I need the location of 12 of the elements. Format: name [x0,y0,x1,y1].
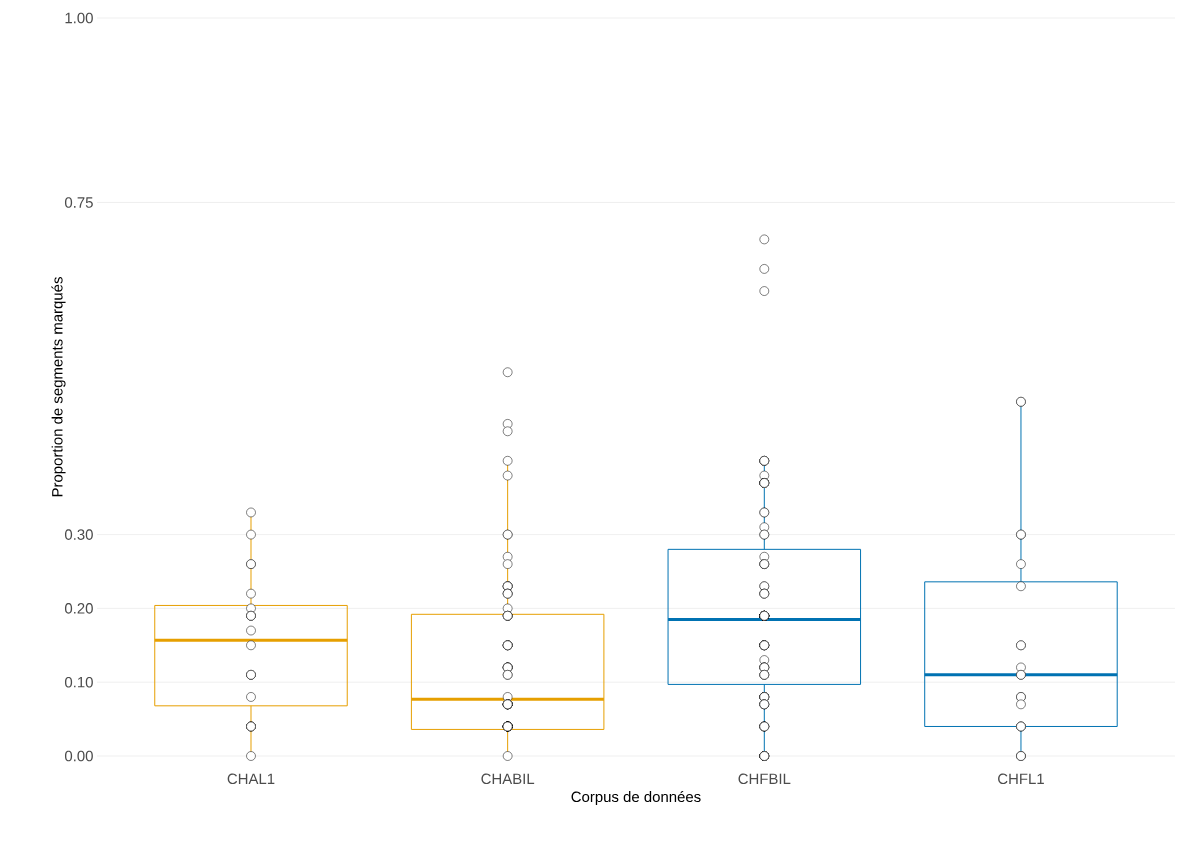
y-tick-label: 0.00 [64,750,93,762]
y-tick-label: 0.20 [64,603,93,614]
y-tick-label: 1.00 [65,12,93,24]
x-tick-label: CHFL1 [998,773,1044,785]
y-tick-label: 0.75 [64,197,93,208]
y-tick-label: 0.30 [64,529,93,540]
x-tick-label: CHABIL [481,773,535,785]
x-tick-label: CHAL1 [227,773,275,785]
x-tick-label: CHFBIL [738,773,791,785]
y-axis-title: Proportion de segments marqués [51,277,66,497]
y-tick-label: 0.10 [64,676,93,688]
x-axis-title: Corpus de données [571,790,701,806]
